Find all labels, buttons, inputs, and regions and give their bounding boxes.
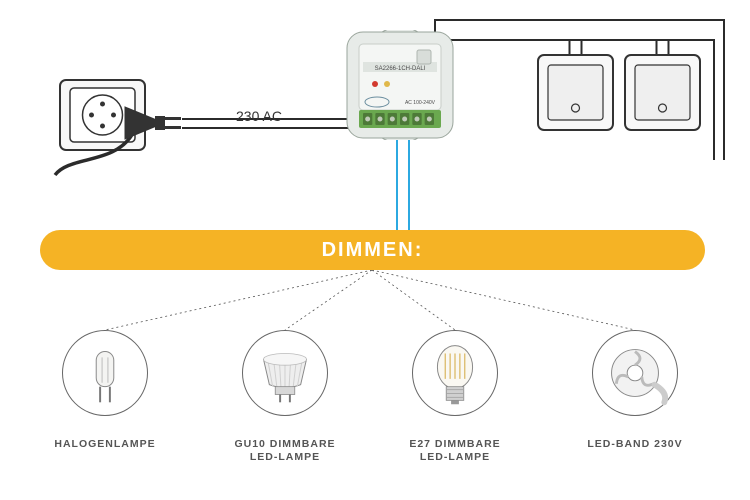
ac-voltage-label: 230 AC [236, 108, 282, 124]
lamp-e27-icon [412, 330, 498, 416]
svg-text:AC 100-240V: AC 100-240V [405, 100, 436, 106]
lamp-ledband-icon [592, 330, 678, 416]
dimmer-module: SA2266-1CH-DALI AC 100-240V [345, 30, 455, 140]
lamp-gu10-icon [242, 330, 328, 416]
lamp-ledband-label: LED-BAND 230V [550, 438, 720, 451]
lamp-e27-label: E27 DIMMBARELED-LAMPE [370, 438, 540, 464]
svg-text:SA2266-1CH-DALI: SA2266-1CH-DALI [375, 66, 426, 72]
lamp-halogen-icon [62, 330, 148, 416]
lamp-halogen-label: HALOGENLAMPE [20, 438, 190, 451]
dimmen-banner: DIMMEN: [40, 230, 705, 270]
lamp-gu10-label: GU10 DIMMBARELED-LAMPE [200, 438, 370, 464]
